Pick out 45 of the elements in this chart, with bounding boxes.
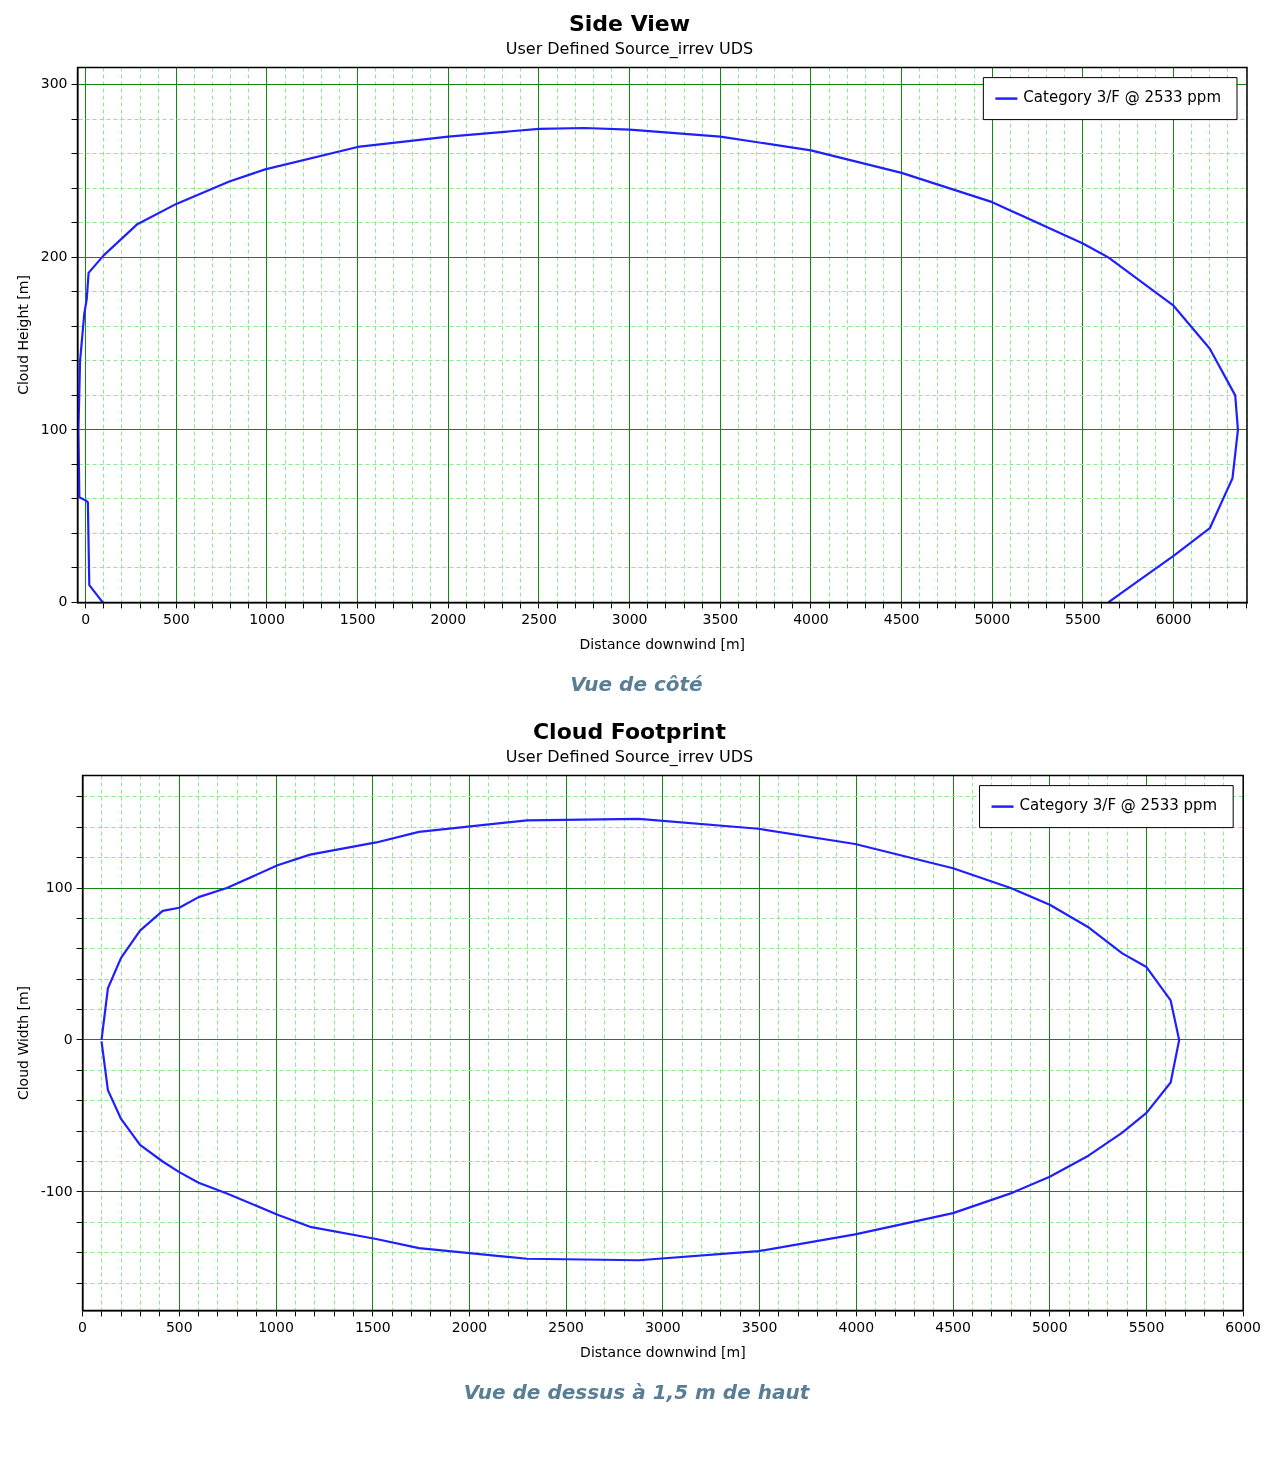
x-tick-label: 500 (165, 1319, 193, 1336)
x-tick-label: 0 (81, 611, 91, 628)
x-tick-label: 1500 (339, 611, 376, 628)
text: Vue de dessus à 1,5 m de haut (462, 1380, 811, 1404)
y-tick-label: 0 (63, 1030, 73, 1047)
y-tick-label: 300 (40, 75, 68, 92)
y-axis-title: Cloud Height [m] (15, 275, 32, 395)
x-tick-label: 2500 (548, 1319, 584, 1336)
x-tick-label: 1000 (258, 1319, 294, 1336)
legend-label: Category 3/F @ 2533 ppm (1023, 88, 1222, 107)
y-tick-label: 0 (58, 593, 68, 610)
chart-subtitle: User Defined Source_irrev UDS (505, 39, 754, 60)
x-tick-label: 6000 (1155, 611, 1192, 628)
x-tick-label: 2500 (521, 611, 557, 628)
x-tick-label: 5500 (1128, 1319, 1165, 1336)
y-axis-title: Cloud Width [m] (15, 985, 32, 1101)
x-tick-label: 4000 (793, 611, 829, 628)
x-tick-label: 0 (78, 1319, 88, 1336)
legend-label: Category 3/F @ 2533 ppm (1019, 796, 1218, 815)
y-tick-label: 200 (40, 248, 68, 265)
y-tick-label: 100 (45, 878, 73, 895)
x-tick-label: 2000 (430, 611, 467, 628)
x-tick-label: 6000 (1225, 1319, 1262, 1336)
x-tick-label: 4000 (838, 1319, 875, 1336)
x-tick-label: 4500 (883, 611, 920, 628)
x-tick-label: 3000 (611, 611, 648, 628)
x-tick-label: 3500 (741, 1319, 778, 1336)
x-tick-label: 2000 (451, 1319, 488, 1336)
text: Vue de côté (569, 672, 704, 696)
x-tick-label: 3000 (645, 1319, 681, 1336)
y-tick-label: 100 (40, 420, 68, 437)
x-tick-label: 5000 (974, 611, 1011, 628)
x-tick-label: 5500 (1065, 611, 1101, 628)
x-tick-label: 3500 (702, 611, 739, 628)
x-axis-title: Distance downwind [m] (579, 636, 746, 653)
x-tick-label: 4500 (935, 1319, 971, 1336)
y-tick-label: -100 (40, 1182, 73, 1199)
chart-subtitle: User Defined Source_irrev UDS (505, 747, 754, 768)
x-tick-label: 500 (162, 611, 190, 628)
x-tick-label: 5000 (1031, 1319, 1068, 1336)
chart-title: Side View (568, 10, 691, 36)
x-tick-label: 1000 (249, 611, 285, 628)
x-tick-label: 1500 (354, 1319, 391, 1336)
x-axis-title: Distance downwind [m] (580, 1344, 746, 1361)
chart-title: Cloud Footprint (532, 718, 727, 744)
